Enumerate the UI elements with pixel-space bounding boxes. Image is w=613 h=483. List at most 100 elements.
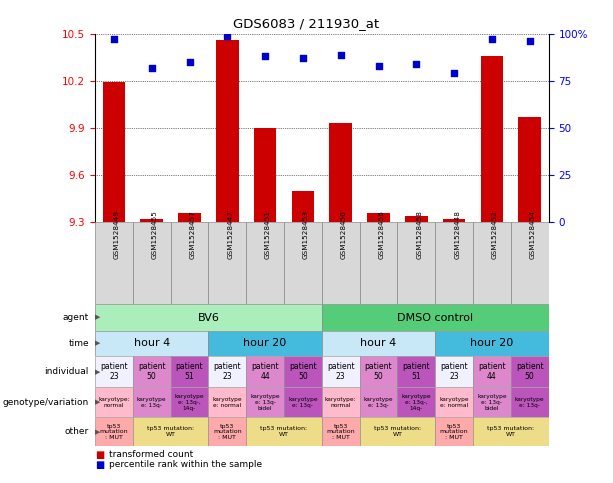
FancyBboxPatch shape bbox=[133, 222, 170, 304]
Text: GSM1528456: GSM1528456 bbox=[378, 210, 384, 259]
Bar bbox=[133, 387, 170, 417]
Text: GSM1528453: GSM1528453 bbox=[303, 210, 309, 259]
Bar bbox=[435, 331, 549, 356]
Bar bbox=[95, 417, 133, 446]
Text: patient
44: patient 44 bbox=[251, 362, 279, 382]
Bar bbox=[170, 387, 208, 417]
Point bbox=[298, 55, 308, 62]
Text: karyotype
e: 13q-
bidel: karyotype e: 13q- bidel bbox=[477, 394, 507, 411]
Bar bbox=[511, 387, 549, 417]
Bar bbox=[322, 417, 360, 446]
Bar bbox=[208, 331, 322, 356]
FancyBboxPatch shape bbox=[511, 222, 549, 304]
Bar bbox=[322, 304, 549, 331]
Text: karyotype
e: 13q-: karyotype e: 13q- bbox=[137, 397, 167, 408]
Text: patient
50: patient 50 bbox=[138, 362, 166, 382]
Text: patient
51: patient 51 bbox=[403, 362, 430, 382]
Text: GSM1528454: GSM1528454 bbox=[530, 210, 536, 259]
Bar bbox=[473, 417, 549, 446]
Text: ▶: ▶ bbox=[95, 369, 101, 375]
Text: GSM1528458: GSM1528458 bbox=[416, 210, 422, 259]
Point bbox=[525, 38, 535, 45]
Bar bbox=[519, 117, 541, 222]
Bar bbox=[360, 417, 435, 446]
Bar bbox=[435, 387, 473, 417]
Text: other: other bbox=[64, 427, 89, 436]
Bar bbox=[216, 40, 238, 222]
Point bbox=[260, 53, 270, 60]
Bar bbox=[178, 213, 201, 222]
Text: patient
44: patient 44 bbox=[478, 362, 506, 382]
Text: time: time bbox=[68, 339, 89, 348]
Text: GSM1528448: GSM1528448 bbox=[454, 210, 460, 259]
Bar bbox=[481, 56, 503, 222]
Point bbox=[373, 62, 384, 70]
Point bbox=[336, 51, 346, 58]
Text: genotype/variation: genotype/variation bbox=[2, 398, 89, 407]
Text: karyotype
e: 13q-,
14q-: karyotype e: 13q-, 14q- bbox=[402, 394, 431, 411]
Bar bbox=[322, 356, 360, 387]
Bar bbox=[284, 356, 322, 387]
Text: tp53 mutation:
WT: tp53 mutation: WT bbox=[374, 426, 421, 437]
Bar bbox=[322, 387, 360, 417]
Text: BV6: BV6 bbox=[197, 313, 219, 323]
FancyBboxPatch shape bbox=[322, 222, 360, 304]
Text: agent: agent bbox=[63, 313, 89, 322]
Text: patient
51: patient 51 bbox=[176, 362, 204, 382]
Text: GSM1528452: GSM1528452 bbox=[492, 210, 498, 259]
FancyBboxPatch shape bbox=[246, 222, 284, 304]
Bar bbox=[435, 417, 473, 446]
Text: GSM1528457: GSM1528457 bbox=[189, 210, 196, 259]
Text: karyotype:
normal: karyotype: normal bbox=[98, 397, 130, 408]
Bar bbox=[95, 304, 322, 331]
Bar bbox=[284, 387, 322, 417]
Text: tp53 mutation:
WT: tp53 mutation: WT bbox=[147, 426, 194, 437]
Text: karyotype
e: normal: karyotype e: normal bbox=[213, 397, 242, 408]
Bar bbox=[322, 331, 435, 356]
Bar bbox=[405, 216, 428, 222]
Text: karyotype
e: 13q-: karyotype e: 13q- bbox=[288, 397, 318, 408]
Bar bbox=[208, 417, 246, 446]
Bar bbox=[292, 191, 314, 222]
Point bbox=[109, 36, 119, 43]
Bar bbox=[360, 387, 397, 417]
Point bbox=[487, 36, 497, 43]
Bar bbox=[329, 123, 352, 222]
Text: patient
50: patient 50 bbox=[289, 362, 317, 382]
Text: GDS6083 / 211930_at: GDS6083 / 211930_at bbox=[234, 17, 379, 30]
Point bbox=[449, 70, 459, 77]
Bar bbox=[95, 356, 133, 387]
Text: tp53
mutation
: MUT: tp53 mutation : MUT bbox=[326, 424, 355, 440]
Bar bbox=[133, 417, 208, 446]
Point bbox=[185, 58, 194, 66]
Text: patient
23: patient 23 bbox=[213, 362, 241, 382]
Text: hour 20: hour 20 bbox=[470, 339, 514, 348]
Text: ■: ■ bbox=[95, 450, 104, 460]
Text: patient
23: patient 23 bbox=[327, 362, 354, 382]
Text: ▶: ▶ bbox=[95, 399, 101, 405]
Bar bbox=[397, 387, 435, 417]
Text: DMSO control: DMSO control bbox=[397, 313, 473, 323]
FancyBboxPatch shape bbox=[360, 222, 397, 304]
FancyBboxPatch shape bbox=[170, 222, 208, 304]
Text: karyotype
e: 13q-,
14q-: karyotype e: 13q-, 14q- bbox=[175, 394, 204, 411]
Text: GSM1528447: GSM1528447 bbox=[227, 210, 234, 259]
Text: tp53 mutation:
WT: tp53 mutation: WT bbox=[487, 426, 535, 437]
Point bbox=[147, 64, 156, 71]
FancyBboxPatch shape bbox=[208, 222, 246, 304]
Text: karyotype
e: normal: karyotype e: normal bbox=[440, 397, 469, 408]
Text: GSM1528451: GSM1528451 bbox=[265, 210, 271, 259]
Text: hour 4: hour 4 bbox=[134, 339, 170, 348]
Text: GSM1528450: GSM1528450 bbox=[341, 210, 347, 259]
Text: ■: ■ bbox=[95, 460, 104, 469]
Text: ▶: ▶ bbox=[95, 341, 101, 346]
Text: karyotype
e: 13q-: karyotype e: 13q- bbox=[515, 397, 544, 408]
Bar bbox=[246, 387, 284, 417]
Bar bbox=[254, 128, 276, 222]
Text: tp53 mutation:
WT: tp53 mutation: WT bbox=[261, 426, 308, 437]
Text: patient
23: patient 23 bbox=[440, 362, 468, 382]
FancyBboxPatch shape bbox=[284, 222, 322, 304]
Text: patient
23: patient 23 bbox=[100, 362, 128, 382]
Bar bbox=[360, 356, 397, 387]
Bar bbox=[511, 356, 549, 387]
